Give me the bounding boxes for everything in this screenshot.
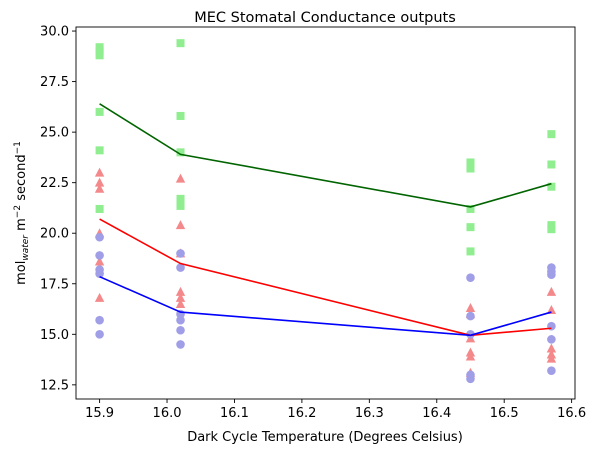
point-s0-x3-2 [547,182,556,191]
point-s0-x1-5 [176,201,185,210]
point-s1-x1-3 [175,286,186,296]
point-s0-x1-3 [176,194,185,203]
point-s2-x2-0 [466,273,475,282]
mean-line-2 [99,275,552,337]
point-s1-x1-0 [175,173,186,183]
point-s2-x0-5 [95,330,104,339]
point-s2-x1-0 [176,249,185,258]
point-s0-x2-4 [466,247,475,256]
point-s2-x2-4 [466,374,475,384]
point-s0-x2-3 [466,223,475,232]
x-axis: 15.9 16.0 16.1 16.2 16.3 16.4 16.5 16.6 [85,399,586,421]
point-s2-x2-1 [466,311,475,321]
y-axis-label: molwater m−2 second−1 [13,141,31,285]
point-s1-x2-4 [465,351,476,361]
point-s1-x2-0 [465,303,476,313]
point-s1-x1-5 [175,298,186,308]
plot-area [94,39,557,384]
point-s0-x0-4 [95,146,104,155]
x-tick-label-0: 15.9 [85,406,114,421]
y-tick-label-2: 17.5 [40,277,69,292]
point-s1-x1-1 [175,220,186,230]
point-s1-x0-1 [94,177,105,187]
mean-line-1 [99,218,552,337]
point-s1-x3-4 [546,353,557,363]
point-s1-x0-5 [94,292,105,302]
point-s0-x3-4 [547,225,556,234]
y-tick-label-4: 22.5 [40,176,69,191]
point-s1-x3-0 [546,286,557,296]
y-tick-label-5: 25.0 [40,126,69,141]
y-label-middle: m [14,218,29,235]
point-s2-x0-0 [95,232,104,242]
point-s1-x0-2 [94,183,105,193]
plot-frame [75,26,576,400]
point-s2-x0-3 [95,269,104,278]
point-s2-x0-4 [95,315,104,325]
point-s2-x3-2 [547,270,556,279]
y-label-suffix: second [14,154,29,205]
x-tick-label-1: 16.0 [153,406,182,421]
x-tick-label-2: 16.1 [220,406,249,421]
y-tick-label-6: 27.5 [40,75,69,90]
point-s0-x0-5 [95,204,104,213]
x-tick-label-7: 16.6 [557,406,586,421]
point-s0-x2-1 [466,164,475,173]
y-tick-label-0: 12.5 [40,378,69,393]
point-s2-x2-2 [466,330,475,339]
x-tick-label-4: 16.3 [355,406,384,421]
point-s0-x0-1 [95,47,104,56]
point-s1-x3-1 [546,305,557,315]
point-s0-x1-2 [176,148,185,157]
point-s0-x1-0 [176,39,185,48]
point-s0-x1-1 [176,111,185,120]
point-s2-x1-5 [176,340,185,349]
y-label-exp2: −1 [13,141,23,154]
mean-lines [99,103,552,337]
point-s0-x0-0 [95,43,104,52]
y-tick-label-7: 30.0 [40,25,69,40]
point-s2-x1-3 [176,315,185,325]
y-tick-label-1: 15.0 [40,328,69,343]
x-tick-label-6: 16.5 [490,406,519,421]
mean-line-0 [99,103,552,208]
point-s0-x2-0 [466,158,475,167]
point-s1-x1-4 [175,292,186,302]
y-tick-label-3: 20.0 [40,227,69,242]
point-s1-x3-2 [546,343,557,353]
point-s0-x3-0 [547,130,556,139]
y-label-subscript: water [21,234,31,261]
point-s2-x3-4 [547,335,556,344]
point-s0-x3-3 [547,221,556,230]
x-axis-label: Dark Cycle Temperature (Degrees Celsius) [187,430,463,445]
point-s2-x1-1 [176,263,185,272]
x-tick-label-3: 16.2 [287,406,316,421]
point-s0-x0-2 [95,51,104,60]
y-axis: 12.5 15.0 17.5 20.0 22.5 25.0 27.5 30.0 [40,25,76,393]
point-s1-x0-4 [94,256,105,266]
point-s0-x2-2 [466,204,475,213]
point-s0-x0-3 [95,107,104,116]
y-label-exp1: −2 [13,205,23,218]
point-s2-x3-5 [547,366,556,375]
point-s0-x3-1 [547,160,556,169]
x-tick-label-5: 16.4 [422,406,451,421]
point-s2-x0-1 [95,251,104,260]
chart-title: MEC Stomatal Conductance outputs [194,10,456,26]
point-s2-x1-4 [176,325,185,335]
point-s1-x0-0 [94,167,105,177]
y-label-prefix: mol [14,261,29,285]
